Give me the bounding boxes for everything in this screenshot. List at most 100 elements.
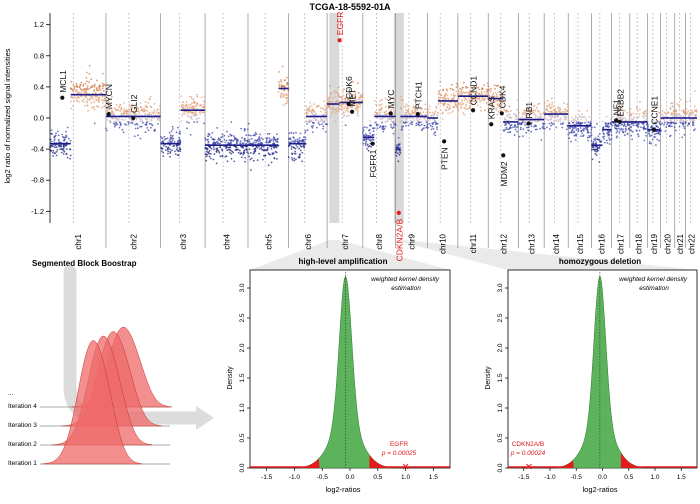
probe-point [678,125,681,128]
probe-point [187,103,190,106]
probe-point [93,89,96,91]
probe-point [463,96,466,99]
probe-point [585,120,588,123]
probe-point [337,110,340,112]
probe-point [432,121,435,124]
probe-point [684,121,687,124]
probe-point [209,157,212,160]
probe-point [411,123,413,126]
probe-point [695,110,698,113]
probe-point [167,150,170,153]
probe-point [346,106,348,109]
probe-point [226,160,229,163]
probe-point [593,148,596,151]
probe-point [452,89,455,91]
probe-point [234,149,237,152]
probe-point [65,148,68,151]
probe-point [323,100,325,103]
probe-point [66,156,69,159]
probe-point [516,125,519,128]
probe-point [123,102,126,104]
probe-point [305,105,307,108]
probe-point [500,101,503,104]
probe-point [337,106,340,109]
probe-point [377,124,379,126]
probe-point [170,138,173,140]
probe-point [219,155,222,158]
iteration-label: Iteration 2 [8,441,37,448]
x-tick-label: 1.5 [677,474,686,481]
probe-point [602,132,605,135]
probe-point [145,104,147,107]
probe-point [248,148,251,151]
probe-point [126,109,129,112]
probe-point [598,147,601,149]
probe-point [507,119,510,122]
probe-point [136,113,138,116]
probe-point [102,89,105,92]
probe-point [181,103,183,106]
probe-point [624,117,627,120]
probe-point [77,92,79,94]
probe-point [533,114,536,116]
probe-point [272,143,275,145]
probe-point [564,116,566,119]
probe-point [618,127,620,130]
probe-point [397,146,400,149]
probe-point [441,96,444,99]
chromosome-label: chr20 [664,233,673,254]
probe-point [135,110,138,112]
probe-point [379,118,381,120]
probe-point [227,146,230,149]
probe-point [91,95,94,97]
probe-point [369,120,371,122]
bootstrap-arrowhead [196,406,214,430]
probe-point [240,152,243,154]
probe-point [416,109,419,112]
probe-point [391,105,394,107]
probe-point [411,117,414,120]
probe-point [579,127,582,129]
probe-point [687,110,690,113]
probe-point [258,137,261,140]
probe-point [342,90,344,93]
gene-point [337,38,342,43]
probe-point [97,105,100,108]
probe-point [463,114,466,116]
probe-point [120,112,123,115]
annotation-line-1: weighted kernel density [619,276,688,283]
probe-point [265,139,268,141]
probe-point [299,140,302,142]
probe-point [245,134,248,137]
probe-point [150,113,153,116]
probe-point [693,114,696,116]
probe-point [676,114,678,117]
probe-point [649,141,651,143]
probe-point [99,89,102,91]
probe-point [448,104,451,107]
y-tick-label: 1.0 [239,403,246,412]
probe-point [267,141,270,144]
probe-point [137,106,139,109]
probe-point [241,142,244,145]
probe-point [276,158,278,160]
probe-point [156,108,159,111]
probe-point [384,113,386,116]
probe-point [163,135,166,138]
probe-point [339,104,342,107]
probe-point [81,99,84,102]
probe-point [447,108,450,111]
probe-point [233,138,236,141]
probe-point [270,148,273,150]
probe-point [411,121,414,123]
probe-point [192,105,194,108]
probe-point [364,142,367,145]
y-tick-label: 0.0 [497,463,504,472]
probe-point [473,85,476,87]
probe-point [216,149,219,151]
probe-point [292,132,295,135]
probe-point [577,121,580,124]
probe-point [305,112,308,114]
probe-point [329,115,332,118]
probe-point [322,125,325,128]
